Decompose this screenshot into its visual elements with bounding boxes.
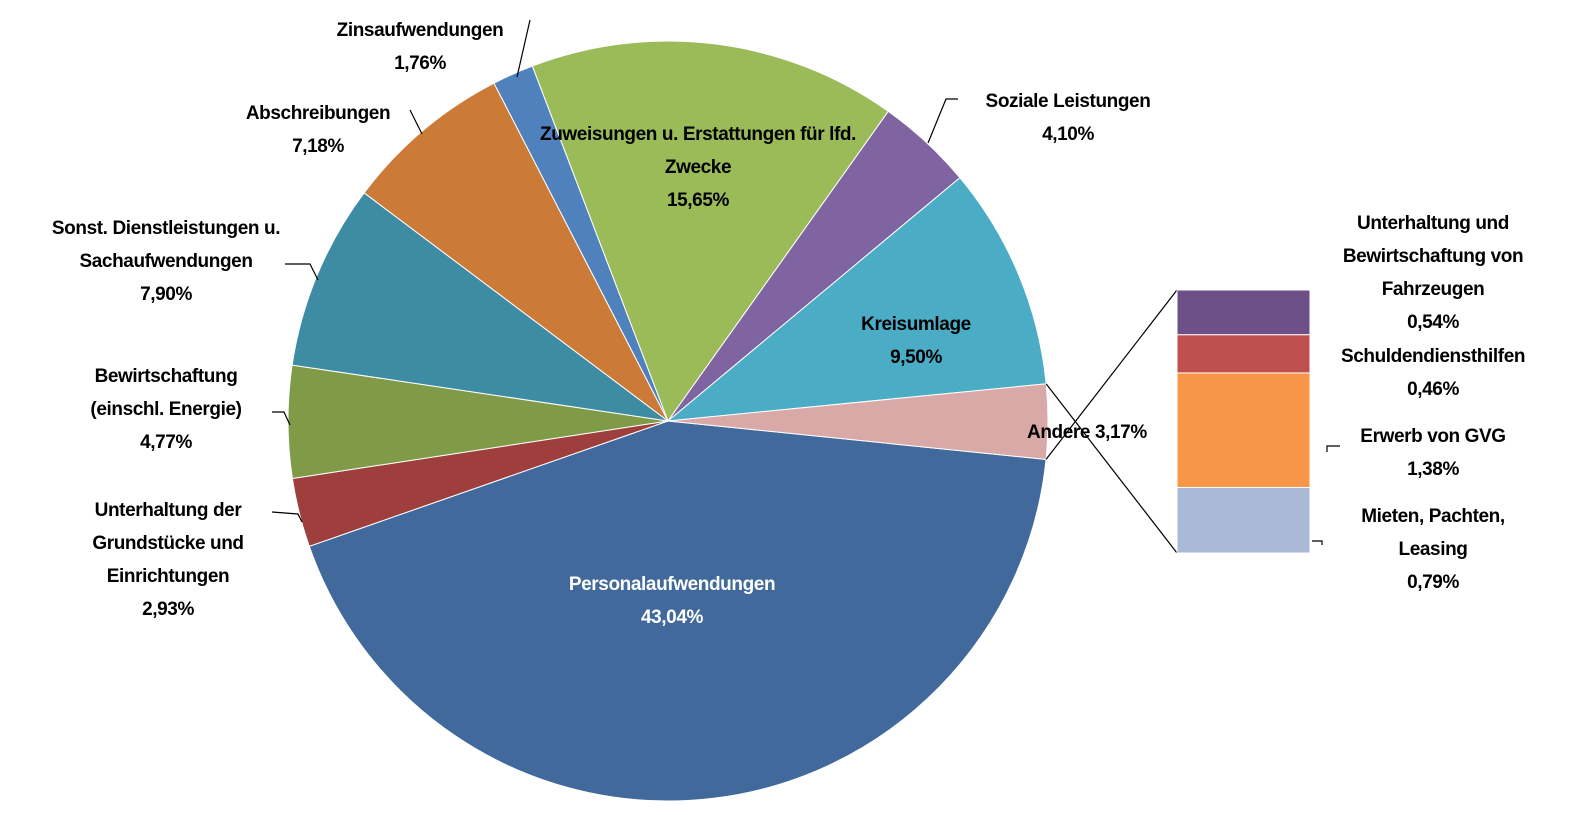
leader-line bbox=[516, 19, 531, 78]
category-label: Andere bbox=[1027, 422, 1091, 443]
pie-slice bbox=[666, 176, 1047, 422]
data-label: Unterhaltung der Grundstücke und Einrich… bbox=[63, 494, 273, 626]
data-label: Sonst. Dienstleistungen u. Sachaufwendun… bbox=[16, 212, 316, 311]
data-label: Zuweisungen u. Erstattungen für lfd. Zwe… bbox=[523, 118, 873, 217]
data-label: Erwerb von GVG 1,38% bbox=[1323, 420, 1543, 486]
category-label: Unterhaltung und Bewirtschaftung von Fah… bbox=[1342, 213, 1524, 300]
leader-line bbox=[1312, 540, 1323, 545]
leader-line bbox=[285, 263, 319, 281]
value-label: 7,18% bbox=[292, 136, 344, 157]
leader-line bbox=[927, 98, 958, 144]
data-label: Zinsaufwendungen 1,76% bbox=[300, 14, 540, 80]
leader-line bbox=[409, 109, 423, 135]
value-label: 7,90% bbox=[140, 284, 192, 305]
leader-line bbox=[1326, 445, 1340, 452]
value-label: 1,38% bbox=[1407, 459, 1459, 480]
data-label: Kreisumlage 9,50% bbox=[816, 308, 1016, 374]
leader-lines bbox=[271, 19, 1340, 545]
category-label: Mieten, Pachten, Leasing bbox=[1361, 506, 1505, 560]
value-label: 0,46% bbox=[1407, 379, 1459, 400]
category-label: Personalaufwendungen bbox=[568, 574, 776, 595]
value-label: 3,17% bbox=[1094, 422, 1147, 443]
data-label: Schuldendiensthilfen 0,46% bbox=[1303, 340, 1563, 406]
data-label: Soziale Leistungen 4,10% bbox=[948, 85, 1188, 151]
value-label: 43,04% bbox=[640, 607, 704, 628]
leader-line bbox=[271, 511, 303, 523]
pie-slice bbox=[291, 192, 669, 422]
category-label: Soziale Leistungen bbox=[985, 91, 1151, 112]
category-label: Abschreibungen bbox=[245, 103, 391, 124]
pie-slice bbox=[363, 82, 669, 422]
data-label: Mieten, Pachten, Leasing 0,79% bbox=[1338, 500, 1528, 599]
category-label: Schuldendiensthilfen bbox=[1340, 346, 1526, 367]
category-label: Sonst. Dienstleistungen u. Sachaufwendun… bbox=[51, 218, 281, 272]
category-label: Erwerb von GVG bbox=[1360, 426, 1506, 447]
bar-segment bbox=[1176, 289, 1311, 336]
value-label: 4,77% bbox=[140, 432, 192, 453]
data-label: Abschreibungen 7,18% bbox=[208, 97, 428, 163]
category-label: Zinsaufwendungen bbox=[336, 20, 504, 41]
value-label: 9,50% bbox=[890, 347, 942, 368]
value-label: 2,93% bbox=[142, 599, 194, 620]
pie-slice bbox=[308, 420, 1047, 802]
category-label: Zuweisungen u. Erstattungen für lfd. Zwe… bbox=[540, 124, 856, 178]
value-label: 1,76% bbox=[394, 53, 446, 74]
value-label: 0,79% bbox=[1407, 572, 1459, 593]
category-label: Bewirtschaftung (einschl. Energie) bbox=[90, 366, 242, 420]
bar-segment bbox=[1176, 486, 1311, 554]
bar-segment bbox=[1176, 372, 1311, 488]
data-label: Bewirtschaftung (einschl. Energie) 4,77% bbox=[61, 360, 271, 459]
value-label: 15,65% bbox=[666, 190, 730, 211]
value-label: 0,54% bbox=[1407, 312, 1459, 333]
data-label: Andere 3,17% bbox=[1027, 416, 1147, 449]
data-label: Unterhaltung und Bewirtschaftung von Fah… bbox=[1326, 207, 1541, 339]
connector-line bbox=[1045, 289, 1178, 460]
data-label: Personalaufwendungen 43,04% bbox=[492, 568, 852, 634]
category-label: Kreisumlage bbox=[861, 314, 971, 335]
category-label: Unterhaltung der Grundstücke und Einrich… bbox=[92, 500, 244, 587]
pie-slice bbox=[531, 40, 889, 423]
bar-segment bbox=[1176, 334, 1311, 374]
value-label: 4,10% bbox=[1042, 124, 1094, 145]
leader-line bbox=[272, 411, 291, 426]
connector-line bbox=[1045, 383, 1178, 554]
